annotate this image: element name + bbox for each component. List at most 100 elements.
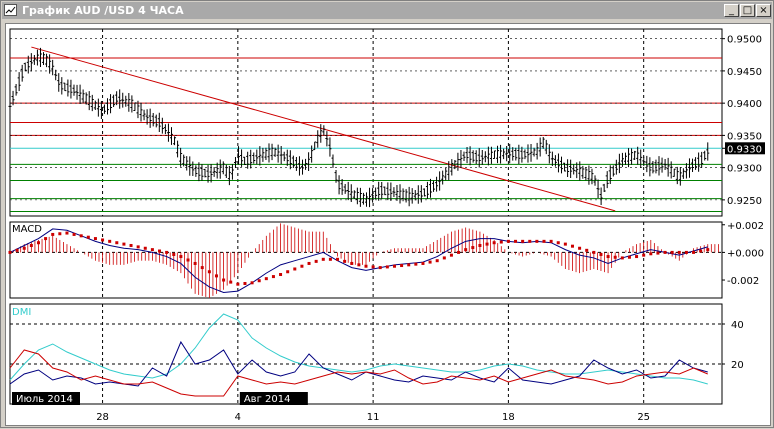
macd-signal-point: [649, 252, 653, 256]
price-bar: [706, 142, 710, 161]
price-bar: [166, 123, 170, 142]
maximize-button[interactable]: □: [740, 4, 755, 17]
price-bar: [233, 157, 237, 168]
price-bar: [410, 188, 414, 204]
macd-signal-point: [136, 245, 140, 249]
macd-signal-point: [528, 239, 532, 243]
price-bar: [151, 112, 155, 127]
price-bar: [556, 153, 560, 173]
macd-signal-point: [286, 270, 290, 274]
price-bar: [179, 147, 183, 167]
price-bar: [355, 187, 359, 205]
price-bar: [307, 152, 311, 171]
price-bar: [432, 180, 436, 192]
price-bar: [258, 146, 262, 166]
price-bar: [684, 163, 688, 179]
price-bar: [407, 186, 411, 207]
price-bar: [42, 52, 46, 65]
close-icon: ×: [759, 5, 768, 16]
macd-axis-label: -0.002: [727, 276, 759, 287]
price-bar: [471, 150, 475, 163]
price-bar: [672, 168, 676, 177]
price-bar: [346, 181, 350, 201]
price-bar: [297, 156, 301, 176]
price-bar: [176, 140, 180, 158]
macd-signal-point: [684, 250, 688, 254]
macd-signal-point: [357, 263, 361, 267]
x-tick-label: 11: [367, 412, 380, 423]
price-bar: [191, 161, 195, 176]
close-button[interactable]: ×: [756, 4, 771, 17]
price-bar: [678, 167, 682, 186]
price-axis-label: 0.9350: [727, 131, 762, 142]
price-bar: [459, 149, 463, 169]
minimize-button[interactable]: _: [724, 4, 739, 17]
price-bar: [639, 149, 643, 168]
price-bar: [395, 185, 399, 201]
macd-signal-point: [336, 257, 340, 261]
macd-signal-point: [8, 250, 12, 254]
window-title: График AUD /USD 4 ЧАСА: [22, 4, 184, 17]
macd-signal-point: [150, 248, 154, 252]
price-bar: [413, 189, 417, 201]
price-bar: [380, 182, 384, 199]
dmi-axis-label: 40: [731, 320, 744, 331]
title-bar[interactable]: График AUD /USD 4 ЧАСА _ □ ×: [2, 2, 772, 19]
price-bar: [444, 168, 448, 181]
price-bar: [316, 130, 320, 148]
dmi-minus-di-line: [9, 349, 708, 397]
price-bar: [313, 141, 317, 151]
price-bar: [35, 49, 39, 66]
price-bar: [419, 185, 423, 203]
dmi-adx-line: [9, 313, 708, 385]
price-bar: [203, 168, 207, 178]
price-bar: [215, 162, 219, 179]
macd-signal-point: [599, 252, 603, 256]
price-bar: [663, 158, 667, 170]
macd-signal-point: [449, 253, 453, 257]
macd-signal-point: [93, 237, 97, 241]
price-bar: [337, 175, 341, 195]
price-bar: [60, 77, 64, 95]
price-bar: [648, 157, 652, 177]
price-bar: [57, 73, 61, 92]
price-bar: [54, 69, 58, 81]
price-bar: [425, 181, 429, 199]
price-bar: [428, 178, 432, 198]
price-bar: [194, 165, 198, 177]
x-tick-label: 4: [235, 412, 241, 423]
price-bar: [270, 143, 274, 161]
price-bar: [526, 144, 530, 163]
price-bar: [109, 94, 113, 114]
price-bar: [560, 156, 564, 174]
macd-signal-point: [115, 241, 119, 245]
month-label-box: [239, 392, 308, 405]
chart-icon: [4, 4, 17, 16]
chart-area[interactable]: 28 4 11 18 25 Июль 2014 Авг 2014 0.9500 0.9450 0.…: [5, 23, 771, 426]
price-bar: [237, 146, 241, 165]
macd-signal-point: [300, 264, 304, 268]
macd-signal-point: [428, 260, 432, 264]
price-bar: [84, 92, 88, 105]
price-bar: [112, 94, 116, 108]
price-bar: [584, 167, 588, 181]
macd-signal-point: [407, 263, 411, 267]
price-bar: [438, 171, 442, 191]
chart-canvas[interactable]: 28 4 11 18 25 Июль 2014 Авг 2014 0.9500 0.9450 0.…: [6, 24, 770, 425]
price-bar: [694, 157, 698, 170]
macd-signal-point: [570, 244, 574, 248]
price-bar: [416, 185, 420, 204]
price-bar: [29, 53, 33, 72]
price-bar: [72, 84, 76, 96]
macd-signal-point: [15, 248, 19, 252]
price-bar: [163, 124, 167, 135]
price-bar: [32, 54, 36, 65]
price-bar: [20, 64, 24, 82]
price-bar: [593, 175, 597, 186]
price-bar: [87, 91, 91, 111]
macd-signal-point: [535, 239, 539, 243]
price-bar: [386, 182, 390, 201]
price-bar: [389, 182, 393, 201]
price-bar: [11, 90, 15, 106]
price-bar: [93, 100, 97, 110]
